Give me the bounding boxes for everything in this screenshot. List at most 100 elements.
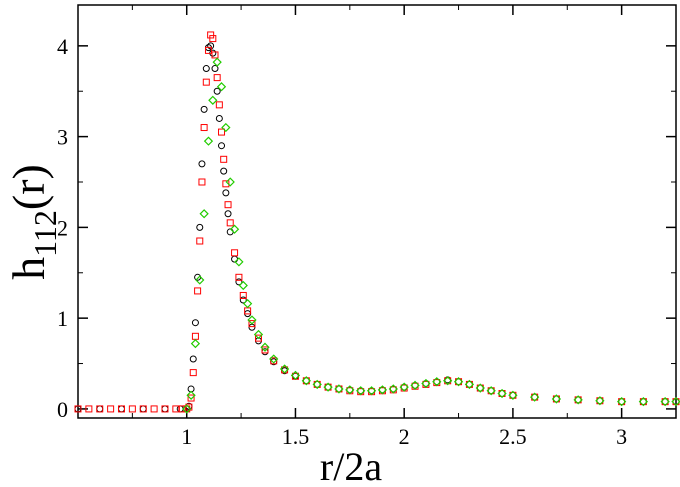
data-point [85,405,93,413]
data-point [189,369,197,377]
data-point [190,338,201,349]
data-point [231,249,239,257]
data-point [200,105,208,113]
data-point [189,355,197,363]
data-point [199,209,209,219]
data-point [247,315,257,325]
y-axis-title: h112(r) [3,164,63,280]
data-point [172,405,180,413]
data-point [497,388,507,399]
data-point [139,405,147,413]
data-point [508,390,518,400]
data-point [213,87,221,95]
y-tick-label: 3 [57,125,68,150]
data-point [475,383,485,393]
data-point [209,35,217,43]
y-axis-title-suffix: (r) [3,164,54,210]
svg-text:h112(r): h112(r) [3,164,63,280]
data-point [202,78,210,86]
data-point [421,378,431,389]
data-point [269,354,279,364]
data-point [222,189,230,197]
data-point [253,329,264,340]
x-axis-title: r/2a [320,444,382,487]
data-point [551,394,562,404]
data-point [198,178,206,186]
data-point [74,405,82,413]
x-tick-label: 2 [399,424,410,449]
data-point [107,405,115,413]
data-point [220,167,228,175]
data-point [150,405,158,413]
data-point [573,395,583,405]
y-axis-title-main: h [3,257,54,280]
data-point [399,382,409,392]
data-point [203,136,214,146]
data-point [486,386,496,396]
y-tick-label: 4 [57,34,68,59]
data-point [334,384,344,394]
x-tick-label: 1 [181,424,192,449]
data-point [377,385,388,395]
data-point [453,377,464,387]
data-point [211,65,219,73]
data-point [182,404,192,414]
data-point [220,155,228,163]
data-point [226,219,234,227]
data-point [356,386,366,396]
data-point [254,334,262,342]
data-point [207,31,215,39]
data-point [208,95,218,105]
data-point [204,46,212,54]
axis-ticks [78,5,677,418]
data-point [224,210,232,218]
plot-frame [77,4,677,419]
data-point [616,397,627,407]
data-point [248,320,256,328]
data-point [366,386,377,396]
tick-labels: 1 1.5 2 2.5 3 0 1 2 3 4 [57,34,627,449]
data-point [432,377,442,387]
data-point [671,397,680,407]
data-point [235,278,243,286]
data-point [301,376,311,386]
data-point [235,273,243,281]
data-point [191,319,199,327]
data-point [128,405,136,413]
data-point [196,223,204,231]
data-point [218,128,226,136]
data-point [218,142,226,150]
series-2-diamond [182,57,680,414]
data-point [660,397,670,407]
data-point [211,51,219,59]
data-point [638,397,649,407]
data-point [229,224,240,234]
data-point [410,380,420,390]
data-point [221,122,231,133]
data-point [213,74,221,82]
x-tick-label: 2.5 [499,424,527,449]
y-axis-title-subscript: 112 [27,210,63,257]
data-point [161,405,169,413]
data-point [212,57,222,67]
data-point [345,385,355,395]
data-point [239,296,247,304]
data-point [198,160,206,168]
x-tick-label: 3 [616,424,627,449]
data-point [242,298,253,309]
plot-area [77,4,677,419]
data-points [74,31,680,414]
data-point [224,201,232,209]
data-point [225,177,235,187]
data-point [117,405,125,413]
x-tick-label: 1.5 [282,424,310,449]
data-point [530,392,540,402]
data-point [290,370,301,380]
data-point [187,394,195,402]
data-point [194,287,202,295]
y-tick-label: 1 [57,306,68,331]
data-point [239,291,247,299]
data-point [279,364,290,374]
data-point [186,390,196,400]
